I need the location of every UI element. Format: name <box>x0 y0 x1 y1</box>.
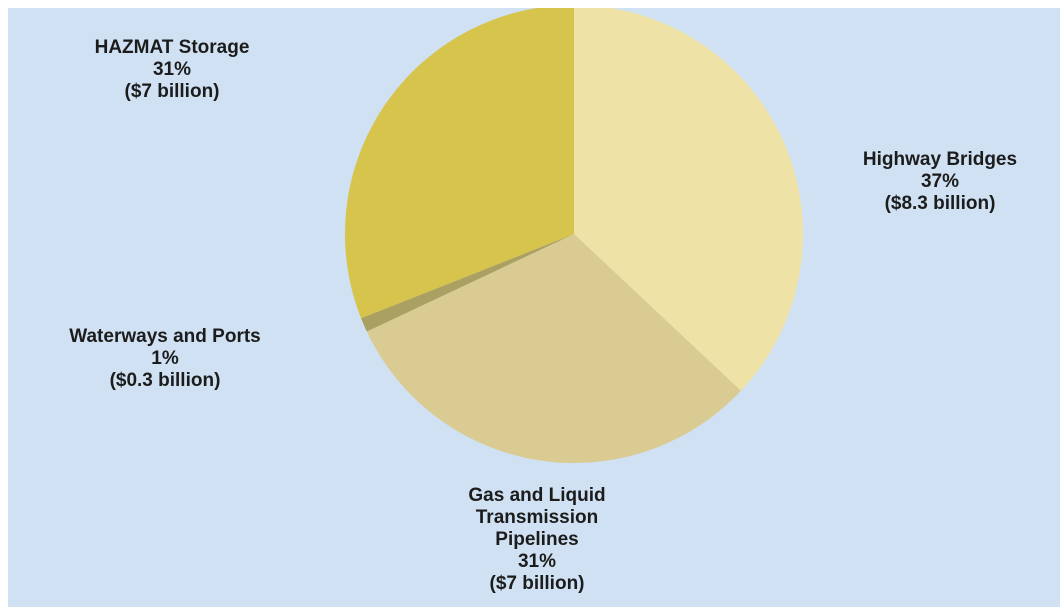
amount-label: ($7 billion) <box>124 81 220 102</box>
category-label: Gas and Liquid Transmission Pipelines <box>468 485 606 550</box>
amount-label: ($8.3 billion) <box>884 193 996 214</box>
chart: Highway Bridges 37% ($8.3 billion) Gas and … <box>8 8 1060 607</box>
amount-label: ($7 billion) <box>489 573 585 594</box>
pie-slice <box>344 8 574 319</box>
slice-label: Gas and Liquid Transmission Pipelines 31%… <box>442 485 632 595</box>
slice-label: Waterways and Ports 1% ($0.3 billion) <box>69 326 260 392</box>
pie-slice <box>574 8 803 391</box>
value-label: 31% <box>517 551 557 572</box>
category-label: Highway Bridges <box>862 149 1018 170</box>
pie <box>344 8 803 463</box>
pie-slice <box>361 234 574 332</box>
value-label: 1% <box>151 348 179 369</box>
category-label: HAZMAT Storage <box>94 37 250 58</box>
value-label: 37% <box>920 171 960 192</box>
slice-label: HAZMAT Storage 31% ($7 billion) <box>95 37 250 103</box>
category-label: Waterways and Ports <box>69 326 261 347</box>
amount-label: ($0.3 billion) <box>109 370 221 391</box>
pie-slice <box>366 234 741 463</box>
value-label: 31% <box>152 59 192 80</box>
slice-label: Highway Bridges 37% ($8.3 billion) <box>863 149 1017 215</box>
